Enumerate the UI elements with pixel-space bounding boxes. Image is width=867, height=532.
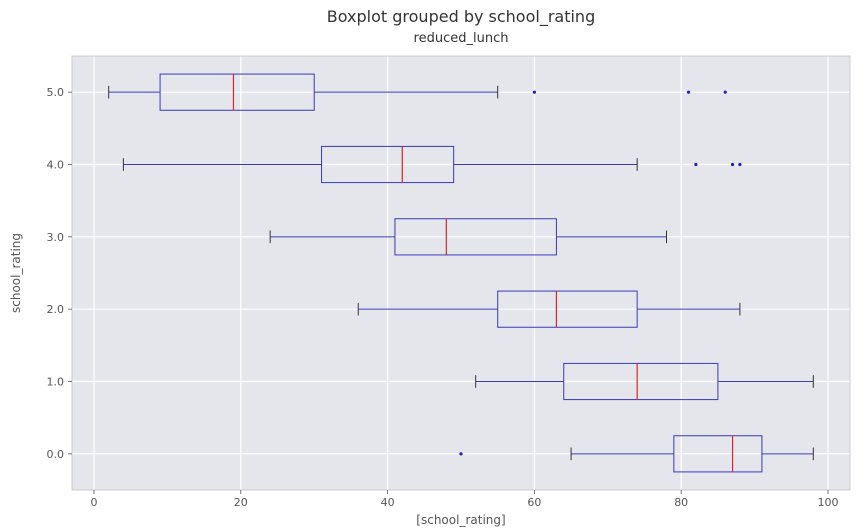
x-tick-label: 40 <box>381 496 395 509</box>
chart-title: Boxplot grouped by school_rating <box>327 7 595 27</box>
x-tick-label: 0 <box>91 496 98 509</box>
flier <box>724 91 727 94</box>
flier <box>738 163 741 166</box>
y-axis-label: school_rating <box>9 233 23 313</box>
x-tick-label: 60 <box>527 496 541 509</box>
flier <box>694 163 697 166</box>
y-tick-label: 4.0 <box>47 159 65 172</box>
chart-subtitle: reduced_lunch <box>414 31 509 46</box>
flier <box>459 452 462 455</box>
x-tick-label: 20 <box>234 496 248 509</box>
y-tick-label: 2.0 <box>47 303 65 316</box>
x-tick-label: 80 <box>674 496 688 509</box>
y-tick-label: 5.0 <box>47 86 65 99</box>
y-tick-label: 0.0 <box>47 448 65 461</box>
y-tick-label: 1.0 <box>47 376 65 389</box>
flier <box>533 91 536 94</box>
boxplot-svg: 0 20 40 60 80 100 5.0 4.0 3.0 2.0 1.0 0.0 [school_ra… <box>0 0 867 532</box>
y-tick-label: 3.0 <box>47 231 65 244</box>
chart-root: 0 20 40 60 80 100 5.0 4.0 3.0 2.0 1.0 0.0 [school_ra… <box>0 0 867 532</box>
flier <box>687 91 690 94</box>
flier <box>731 163 734 166</box>
x-tick-label: 100 <box>817 496 838 509</box>
plot-area <box>72 56 850 490</box>
x-axis-label: [school_rating] <box>416 513 505 527</box>
